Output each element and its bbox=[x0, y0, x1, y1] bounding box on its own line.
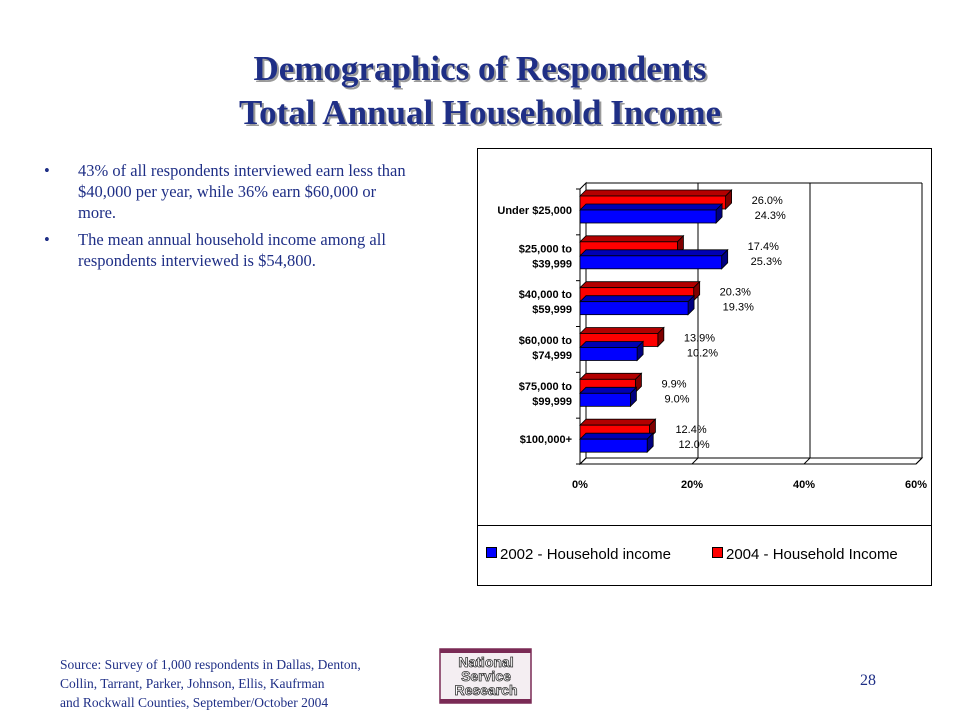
legend-label-2002: 2002 - Household income bbox=[500, 546, 671, 563]
bar bbox=[579, 392, 631, 407]
x-tick-label: 40% bbox=[793, 479, 815, 491]
bar bbox=[579, 438, 648, 453]
bar-top-face bbox=[579, 327, 665, 334]
category-label: $39,999 bbox=[532, 258, 572, 270]
bullet-item: • 43% of all respondents interviewed earn… bbox=[40, 160, 410, 223]
value-label-2004: 20.3% bbox=[720, 287, 751, 299]
x-tick-label: 20% bbox=[681, 479, 703, 491]
value-label-2002: 10.2% bbox=[687, 348, 718, 360]
source-line: Source: Survey of 1,000 respondents in D… bbox=[60, 657, 361, 672]
value-label-2002: 25.3% bbox=[751, 256, 782, 268]
value-label-2004: 12.4% bbox=[675, 424, 706, 436]
category-label: $74,999 bbox=[532, 350, 572, 362]
category-label: $59,999 bbox=[532, 304, 572, 316]
legend-swatch-2004 bbox=[712, 547, 723, 558]
legend-item-2002: 2002 - Household income bbox=[486, 546, 671, 563]
x-gridline-floor bbox=[691, 457, 699, 465]
svg-text:Research: Research bbox=[454, 682, 517, 698]
bar-top-face bbox=[579, 295, 696, 303]
slide-title-line1: Demographics of Respondents bbox=[253, 49, 707, 88]
source-line: Collin, Tarrant, Parker, Johnson, Ellis,… bbox=[60, 676, 325, 691]
bar-top-face bbox=[579, 418, 657, 426]
x-gridline-floor bbox=[915, 457, 923, 465]
category-label: $25,000 to bbox=[519, 243, 572, 255]
bar bbox=[579, 255, 723, 270]
bullet-icon: • bbox=[44, 161, 50, 180]
value-label-2004: 17.4% bbox=[748, 241, 779, 253]
slide-title-line2: Total Annual Household Income bbox=[238, 93, 722, 132]
legend-item-2004: 2004 - Household Income bbox=[712, 546, 898, 563]
legend-swatch-2002 bbox=[486, 547, 497, 558]
bar bbox=[579, 347, 638, 361]
value-label-2002: 24.3% bbox=[755, 210, 786, 222]
category-label: $99,999 bbox=[532, 396, 572, 408]
bar-top-face bbox=[579, 249, 729, 257]
value-label-2002: 9.0% bbox=[664, 393, 689, 405]
x-gridline-floor bbox=[803, 457, 811, 465]
svg-text:National: National bbox=[458, 654, 513, 670]
bullet-list: • 43% of all respondents interviewed earn… bbox=[40, 160, 410, 277]
national-service-research-logo: National Service Research bbox=[439, 648, 532, 704]
income-chart: 0% 20% 40% 60% Under $25,000 $25,000 to $39,99… bbox=[477, 148, 932, 586]
bar-top-face bbox=[579, 341, 645, 348]
category-label: $40,000 to bbox=[519, 289, 572, 301]
x-gridline-floor bbox=[579, 457, 587, 465]
value-label-2004: 26.0% bbox=[752, 195, 783, 207]
category-label: Under $25,000 bbox=[497, 205, 572, 217]
x-tick-label: 60% bbox=[905, 479, 927, 491]
bar-top-face bbox=[579, 372, 643, 380]
chart-legend: 2002 - Household income 2004 - Household… bbox=[478, 525, 931, 585]
bullet-item: • The mean annual household income among … bbox=[40, 229, 410, 271]
value-label-2002: 12.0% bbox=[678, 439, 709, 451]
bar-top-face bbox=[579, 235, 685, 243]
value-label-2002: 19.3% bbox=[723, 302, 754, 314]
bar-top-face bbox=[579, 386, 638, 394]
page-number: 28 bbox=[860, 672, 876, 689]
bullet-text: 43% of all respondents interviewed earn … bbox=[78, 161, 406, 222]
bar-top-face bbox=[579, 203, 724, 211]
chart-svg: 0% 20% 40% 60% Under $25,000 $25,000 to $39,99… bbox=[497, 181, 927, 491]
category-label: $60,000 to bbox=[519, 335, 572, 347]
category-label: $75,000 to bbox=[519, 381, 572, 393]
source-note: Source: Survey of 1,000 respondents in D… bbox=[60, 655, 420, 712]
bar bbox=[579, 209, 717, 224]
bullet-icon: • bbox=[44, 230, 50, 249]
legend-label-2004: 2004 - Household Income bbox=[726, 546, 898, 563]
category-label: $100,000+ bbox=[520, 434, 572, 446]
bullet-text: The mean annual household income among a… bbox=[78, 230, 386, 270]
x-tick-label: 0% bbox=[572, 479, 588, 491]
bar-top-face bbox=[579, 189, 733, 197]
chart-floor bbox=[578, 457, 924, 465]
svg-text:Service: Service bbox=[461, 668, 511, 684]
source-line: and Rockwall Counties, September/October… bbox=[60, 695, 329, 710]
value-label-2004: 9.9% bbox=[661, 378, 686, 390]
bar-top-face bbox=[579, 281, 701, 289]
value-label-2004: 13.9% bbox=[684, 333, 715, 345]
bar-top-face bbox=[579, 432, 655, 440]
bar bbox=[579, 301, 689, 316]
